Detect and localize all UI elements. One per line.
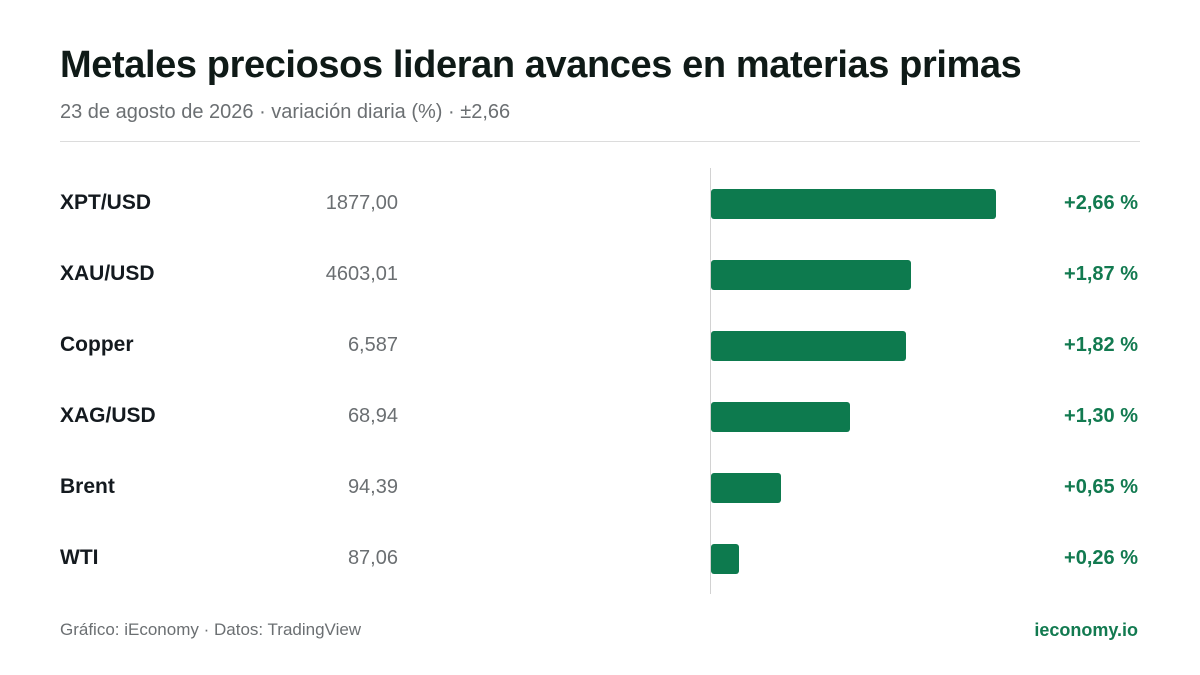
change-bar xyxy=(711,402,851,432)
price-value: 94,39 xyxy=(347,476,398,498)
category-label: Copper xyxy=(60,333,134,356)
footer-source: Gráfico: iEconomy · Datos: TradingView xyxy=(60,620,362,639)
price-value: 4603,01 xyxy=(325,263,398,285)
category-label: Brent xyxy=(60,475,115,498)
change-value-label: +1,82 % xyxy=(1064,334,1138,356)
price-value: 87,06 xyxy=(347,547,398,569)
category-label: XPT/USD xyxy=(60,191,152,214)
zero-axis-line xyxy=(710,168,711,594)
change-bar xyxy=(711,260,912,290)
change-bar xyxy=(711,473,781,503)
change-value-label: +0,26 % xyxy=(1064,547,1138,569)
category-label: XAG/USD xyxy=(60,404,156,427)
change-value-label: +0,65 % xyxy=(1064,476,1138,498)
footer-brand-link[interactable]: ieconomy.io xyxy=(1034,620,1138,640)
change-value-label: +2,66 % xyxy=(1064,192,1138,214)
change-bar xyxy=(711,544,739,574)
change-value-label: +1,30 % xyxy=(1064,405,1138,427)
change-value-label: +1,87 % xyxy=(1064,263,1138,285)
category-label: XAU/USD xyxy=(60,262,155,285)
price-value: 68,94 xyxy=(347,405,398,427)
price-value: 1877,00 xyxy=(325,192,398,214)
category-label: WTI xyxy=(60,546,99,569)
change-bar xyxy=(711,189,996,219)
chart-subtitle: 23 de agosto de 2026 · variación diaria … xyxy=(60,101,511,123)
chart-title: Metales preciosos lideran avances en mat… xyxy=(60,44,1022,86)
header-divider xyxy=(60,141,1140,142)
price-value: 6,587 xyxy=(347,334,398,356)
change-bar xyxy=(711,331,906,361)
